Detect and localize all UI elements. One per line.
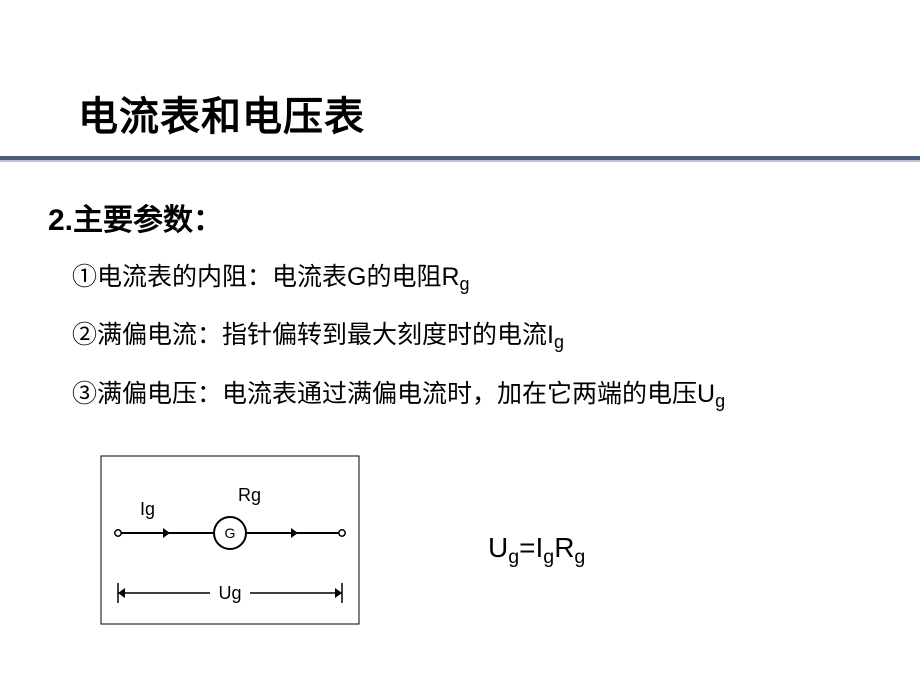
- svg-text:Ug: Ug: [218, 583, 241, 603]
- bullet-1-sub: g: [460, 274, 470, 294]
- bullet-3: ③满偏电压：电流表通过满偏电流时，加在它两端的电压Ug: [72, 378, 878, 414]
- title-region: 电流表和电压表: [78, 84, 365, 142]
- formula: Ug=IgRg: [488, 532, 585, 570]
- formula-Ig-sub: g: [543, 546, 554, 568]
- bullet-2-text: ②满偏电流：指针偏转到最大刻度时的电流I: [72, 321, 554, 349]
- bullet-1: ①电流表的内阻：电流表G的电阻Rg: [72, 261, 878, 297]
- svg-text:Ig: Ig: [140, 499, 155, 519]
- bullet-2: ②满偏电流：指针偏转到最大刻度时的电流Ig: [72, 319, 878, 355]
- bullet-3-sub: g: [715, 391, 725, 411]
- heading-text: 主要参数：: [73, 204, 223, 237]
- circuit-diagram: G Ig Rg Ug: [100, 455, 360, 625]
- formula-U: U: [488, 532, 508, 563]
- bullet-1-text: ①电流表的内阻：电流表G的电阻R: [72, 263, 460, 291]
- formula-R: R: [554, 532, 574, 563]
- formula-eq: =: [519, 532, 535, 563]
- bullet-3-text: ③满偏电压：电流表通过满偏电流时，加在它两端的电压U: [72, 380, 715, 408]
- section-heading: 2.主要参数：: [48, 195, 878, 239]
- title-rule-light: [0, 160, 920, 162]
- svg-text:G: G: [225, 525, 236, 541]
- formula-Rg-sub: g: [574, 546, 585, 568]
- page-title: 电流表和电压表: [78, 84, 365, 142]
- svg-text:Rg: Rg: [238, 485, 261, 505]
- heading-number: 2.: [48, 204, 73, 237]
- formula-Ug-sub: g: [508, 546, 519, 568]
- slide: 电流表和电压表 2.主要参数： ①电流表的内阻：电流表G的电阻Rg ②满偏电流：…: [0, 0, 920, 690]
- content-region: 2.主要参数： ①电流表的内阻：电流表G的电阻Rg ②满偏电流：指针偏转到最大刻…: [48, 195, 878, 436]
- bullet-2-sub: g: [554, 332, 564, 352]
